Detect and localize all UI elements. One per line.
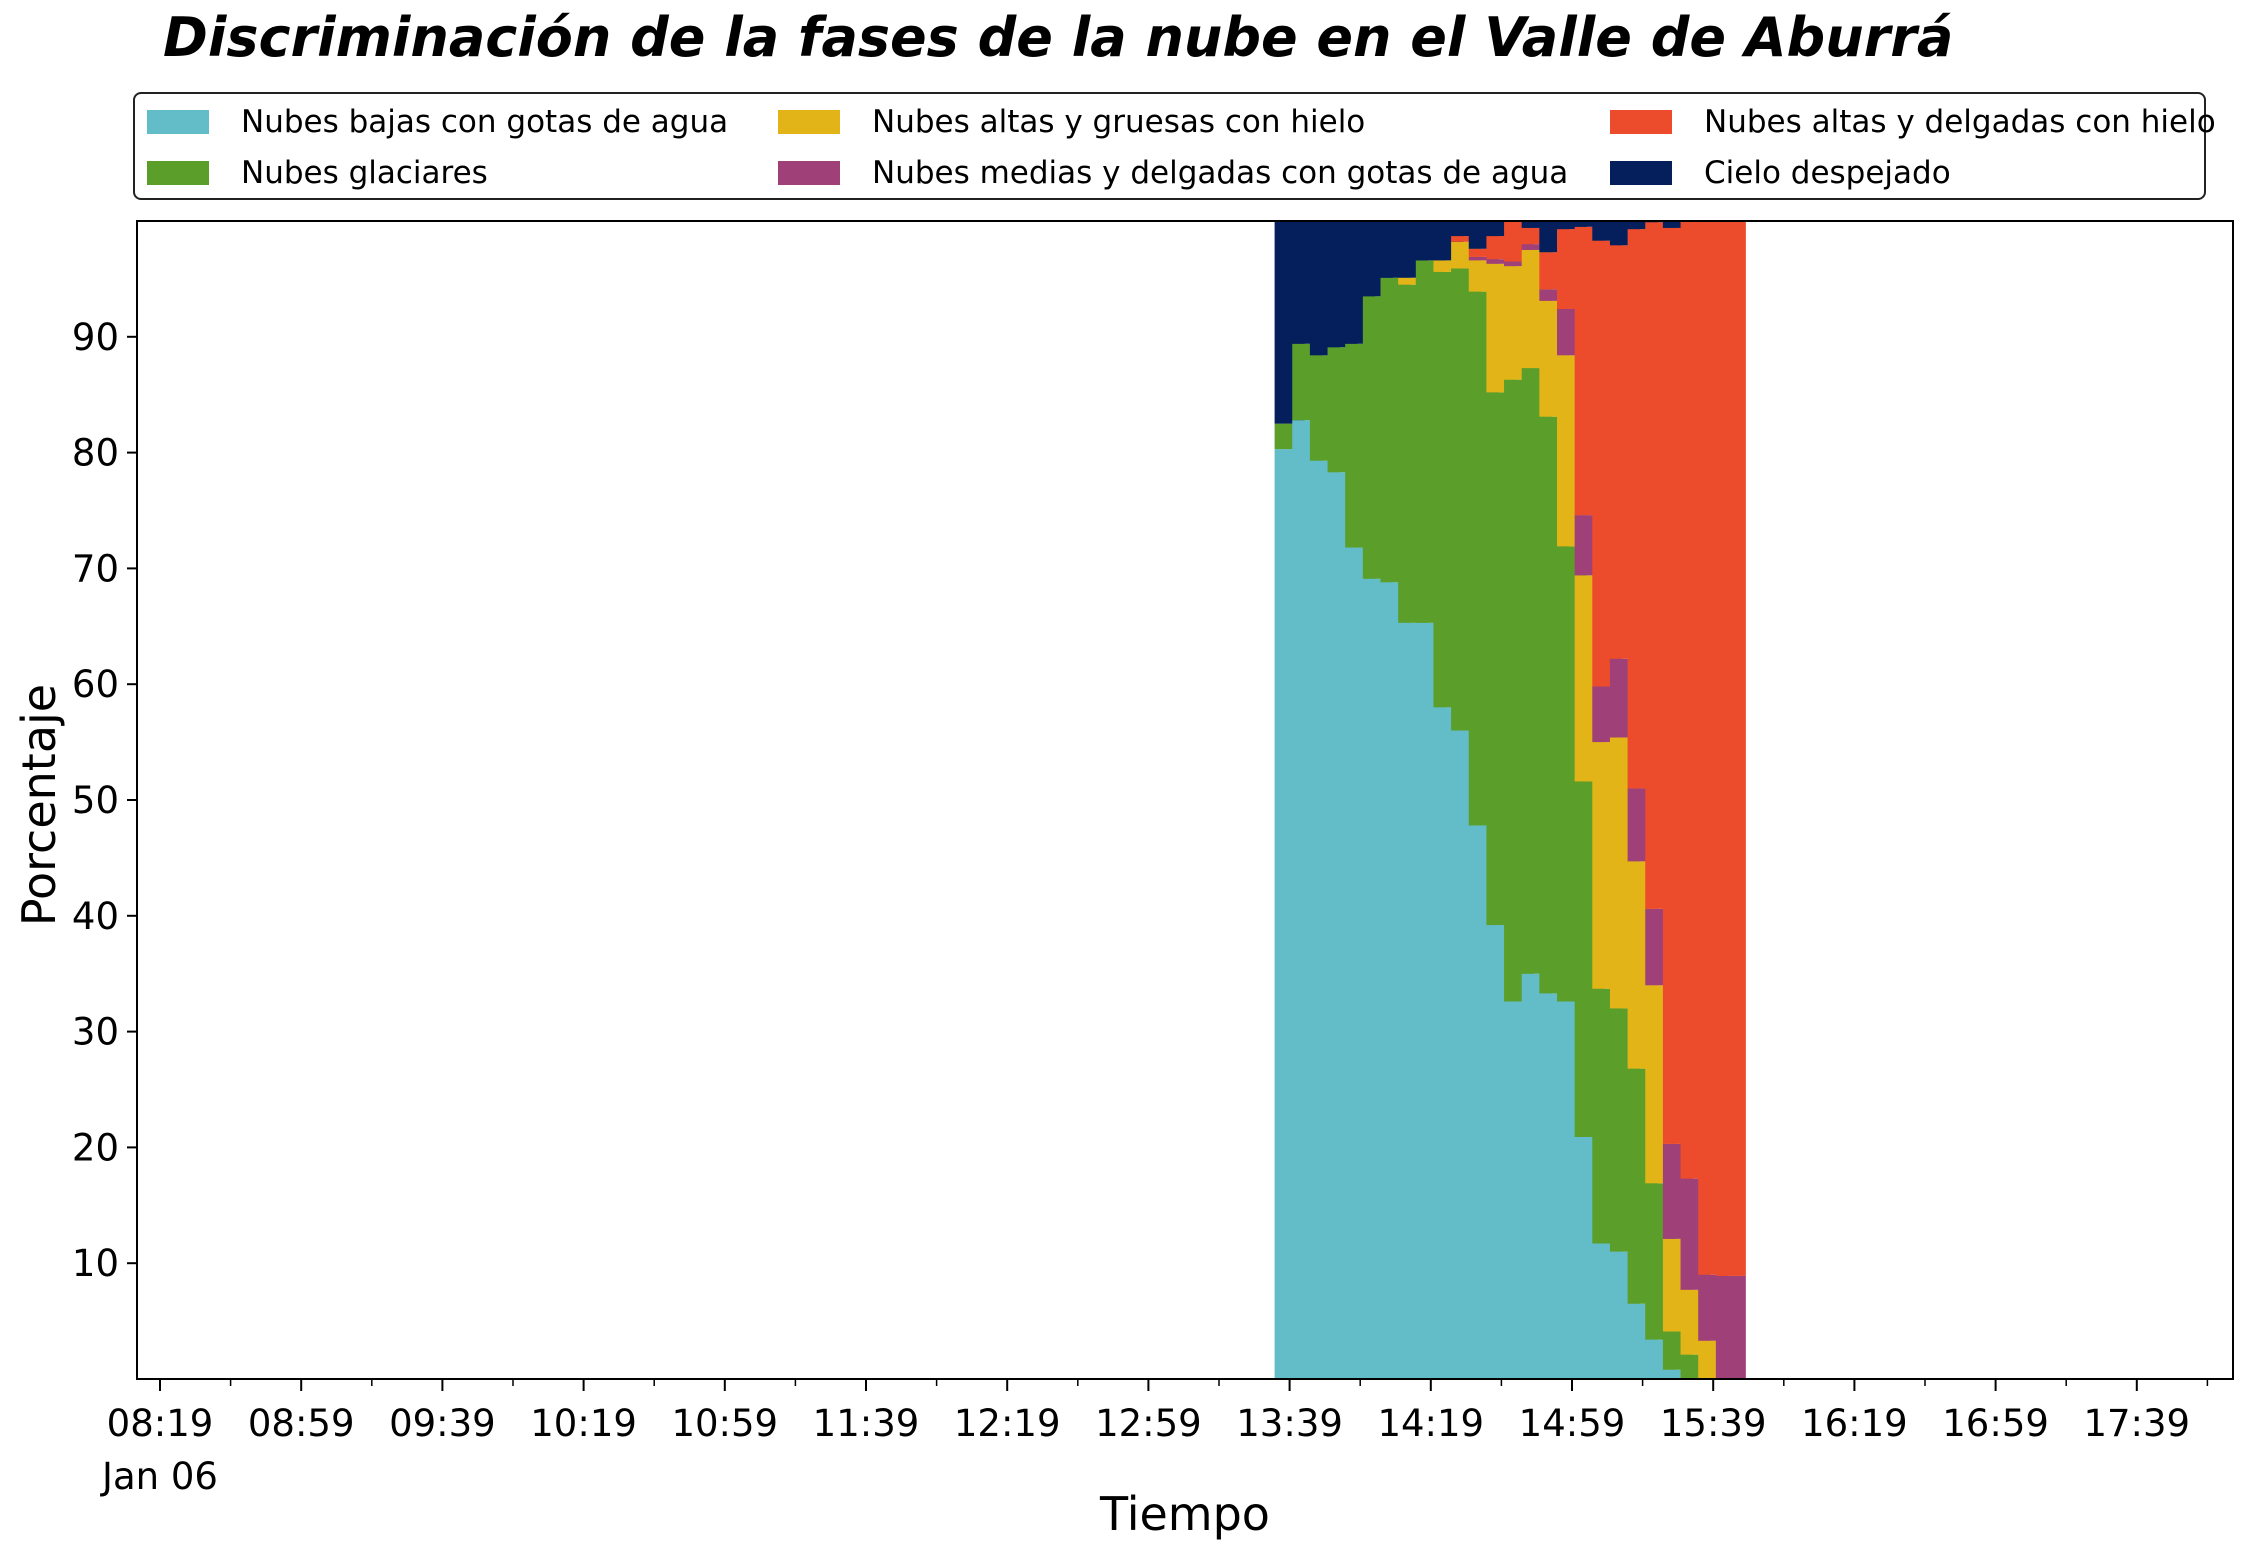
x-tick-label: 13:39 <box>1236 1402 1343 1445</box>
bar-segment <box>1433 260 1464 272</box>
legend-swatch <box>1610 110 1672 134</box>
bar-segment <box>1715 1275 1746 1379</box>
x-date-label: Jan 06 <box>100 1455 218 1498</box>
plot-frame <box>136 220 2234 1380</box>
bar-segment <box>1715 221 1746 1276</box>
legend-label: Nubes medias y delgadas con gotas de agu… <box>872 155 1569 191</box>
bar-segment <box>1398 277 1429 285</box>
x-tick-label: 08:19 <box>107 1402 214 1445</box>
legend-item: Nubes medias y delgadas con gotas de agu… <box>778 153 1568 193</box>
x-tick-label: 11:39 <box>813 1402 920 1445</box>
legend-item: Nubes glaciares <box>147 153 488 193</box>
x-tick-label: 17:39 <box>2083 1402 2190 1445</box>
bar-segment <box>1662 221 1693 228</box>
y-tick-label: 90 <box>72 316 119 359</box>
legend-label: Nubes altas y delgadas con hielo <box>1704 104 2216 140</box>
bar-segment <box>1557 221 1587 230</box>
legend-swatch <box>147 161 209 185</box>
y-tick-label: 50 <box>72 779 119 822</box>
x-tick-label: 09:39 <box>389 1402 496 1445</box>
legend-item: Nubes altas y delgadas con hielo <box>1610 102 2216 142</box>
bar-segment <box>1504 261 1535 267</box>
x-tick-label: 12:19 <box>954 1402 1061 1445</box>
legend-swatch <box>1610 161 1672 185</box>
y-tick-label: 20 <box>72 1126 119 1169</box>
x-tick-label: 15:39 <box>1660 1402 1767 1445</box>
x-tick-label: 14:19 <box>1377 1402 1484 1445</box>
y-tick-label: 40 <box>72 895 119 938</box>
legend-swatch <box>778 110 840 134</box>
legend: Nubes bajas con gotas de agua Nubes glaci… <box>133 92 2216 200</box>
y-tick-label: 80 <box>72 432 119 475</box>
x-tick-label: 10:59 <box>671 1402 778 1445</box>
chart-title: Discriminación de la fases de la nube en… <box>163 6 1954 69</box>
bar-segment <box>1521 221 1552 228</box>
y-tick-label: 70 <box>72 547 119 590</box>
legend-label: Cielo despejado <box>1704 155 1951 191</box>
x-tick-label: 16:59 <box>1942 1402 2049 1445</box>
bar-segment <box>1662 1369 1693 1379</box>
legend-swatch <box>778 161 840 185</box>
legend-swatch <box>147 110 209 134</box>
bar-segment <box>1521 244 1552 250</box>
x-tick-label: 08:59 <box>248 1402 355 1445</box>
legend-item: Cielo despejado <box>1610 153 1951 193</box>
y-tick-label: 30 <box>72 1011 119 1054</box>
bar-segment <box>1627 221 1658 230</box>
legend-label: Nubes glaciares <box>241 155 488 191</box>
legend-label: Nubes bajas con gotas de agua <box>241 104 729 140</box>
x-tick-label: 16:19 <box>1801 1402 1908 1445</box>
x-axis-label: Tiempo <box>1099 1487 1270 1541</box>
legend-item: Nubes bajas con gotas de agua <box>147 102 728 142</box>
bar-segment <box>1468 256 1499 261</box>
legend-label: Nubes altas y gruesas con hielo <box>872 104 1366 140</box>
y-tick-label: 60 <box>72 663 119 706</box>
y-axis-label: Porcentaje <box>12 684 66 926</box>
x-tick-label: 14:59 <box>1519 1402 1626 1445</box>
x-tick-label: 10:19 <box>530 1402 637 1445</box>
legend-item: Nubes altas y gruesas con hielo <box>778 102 1365 142</box>
bar-segment <box>1486 259 1517 264</box>
bar-segment <box>1539 289 1570 301</box>
bar-segment <box>1451 236 1482 242</box>
x-tick-label: 12:59 <box>1095 1402 1202 1445</box>
y-tick-label: 10 <box>72 1242 119 1285</box>
bar-segment <box>1468 248 1499 257</box>
bar-segment <box>1574 221 1605 227</box>
